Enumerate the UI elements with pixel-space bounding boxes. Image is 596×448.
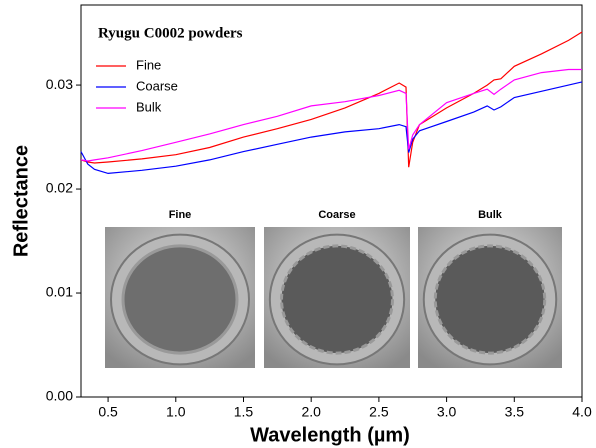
y-tick-label: 0.00 <box>46 388 73 404</box>
y-tick-label: 0.02 <box>46 180 73 196</box>
legend-label: Bulk <box>136 99 162 114</box>
spectrum-line <box>81 82 582 173</box>
photo-label: Fine <box>169 209 192 221</box>
x-tick-label: 4.0 <box>572 404 592 420</box>
sample-powder <box>435 246 544 353</box>
annotation: Ryugu C0002 powders <box>98 25 243 41</box>
x-tick-label: 3.5 <box>505 404 525 420</box>
y-tick-label: 0.03 <box>46 76 73 92</box>
photo-label: Coarse <box>318 209 355 221</box>
chart: Wavelength (µm) Reflectance Ryugu C0002 … <box>0 0 596 448</box>
y-axis-title: Reflectance <box>10 145 32 257</box>
x-tick-label: 0.5 <box>98 404 118 420</box>
y-tick-label: 0.01 <box>46 284 73 300</box>
x-tick-label: 1.0 <box>166 404 186 420</box>
sample-powder <box>123 246 237 353</box>
x-tick-label: 3.0 <box>437 404 457 420</box>
legend-label: Fine <box>136 57 161 72</box>
x-tick-label: 1.5 <box>234 404 254 420</box>
sample-powder <box>282 246 393 353</box>
x-tick-label: 2.5 <box>369 404 389 420</box>
x-tick-label: 2.0 <box>301 404 321 420</box>
legend-label: Coarse <box>136 78 178 93</box>
photo-label: Bulk <box>478 209 503 221</box>
x-axis-title: Wavelength (µm) <box>250 424 410 446</box>
